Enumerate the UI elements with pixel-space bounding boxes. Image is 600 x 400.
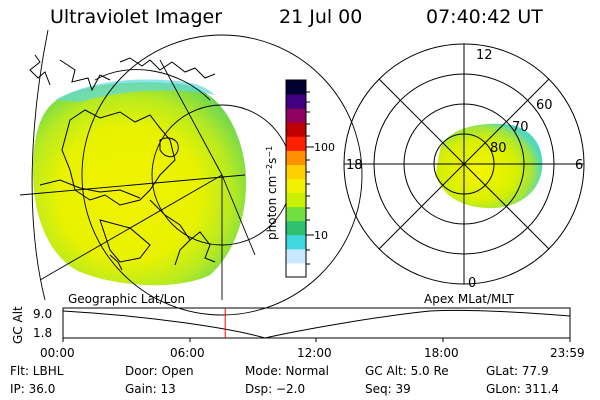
- apex-label: Apex MLat/MLT: [424, 292, 514, 306]
- left-aurora-disk: [32, 82, 247, 286]
- mlat-label-60: 60: [536, 98, 553, 113]
- colorbar-ticks: [306, 91, 314, 265]
- colorbar-cell: [286, 94, 306, 109]
- info-dsp: Dsp: −2.0: [245, 382, 306, 396]
- mlt-label-12: 12: [476, 48, 493, 63]
- mlat-label-70: 70: [512, 120, 529, 135]
- colorbar-cell: [286, 248, 306, 264]
- timeline-tick-1800: 18:00: [424, 346, 459, 360]
- geographic-image: [19, 29, 363, 316]
- coastlines-outside: [29, 54, 216, 271]
- mlt-label-6: 6: [575, 158, 583, 173]
- info-gain: Gain: 13: [125, 382, 176, 396]
- instrument-title: Ultraviolet Imager: [50, 6, 223, 28]
- colorbar-cell: [286, 234, 306, 250]
- colorbar: 100 10 photon cm−2s−1: [265, 79, 335, 278]
- info-glat: GLat: 77.9: [486, 364, 549, 378]
- time-label: 07:40:42 UT: [426, 6, 543, 28]
- colorbar-cell: [286, 164, 306, 179]
- altitude-curve: [62, 309, 571, 339]
- timeline-y-max: 9.0: [33, 307, 52, 321]
- timeline-y-label: GC Alt: [11, 306, 25, 344]
- colorbar-cell: [286, 206, 306, 222]
- info-seq: Seq: 39: [365, 382, 411, 396]
- timeline-tick-1200: 12:00: [297, 346, 332, 360]
- date-label: 21 Jul 00: [279, 6, 363, 28]
- mlt-label-18: 18: [346, 158, 363, 173]
- info-ip: IP: 36.0: [10, 382, 56, 396]
- colorbar-cell: [286, 192, 306, 208]
- mlt-label-0: 0: [468, 276, 476, 291]
- colorbar-cell: [286, 108, 306, 123]
- colorbar-cell: [286, 122, 306, 137]
- info-glon: GLon: 311.4: [486, 382, 559, 396]
- colorbar-cell: [286, 178, 306, 194]
- timeline-tick-2359: 23:59: [550, 346, 585, 360]
- timeline-ticks: [62, 338, 571, 342]
- altitude-timeline: GC Alt 9.0 1.8 00:00 06:00 12:00 18:00 2…: [11, 306, 585, 360]
- timeline-tick-0000: 00:00: [40, 346, 75, 360]
- colorbar-cell: [286, 220, 306, 236]
- info-mode: Mode: Normal: [245, 364, 329, 378]
- colorbar-tick-100: 100: [314, 141, 335, 154]
- colorbar-tick-10: 10: [314, 229, 328, 242]
- polar-plot: 12 0 18 6 60 70 80: [343, 43, 585, 291]
- timeline-tick-0600: 06:00: [170, 346, 205, 360]
- colorbar-cell: [286, 150, 306, 165]
- info-gc-alt: GC Alt: 5.0 Re: [365, 364, 449, 378]
- colorbar-cell: [286, 80, 306, 95]
- mlat-label-80: 80: [490, 141, 507, 156]
- colorbar-unit-label: photon cm−2s−1: [265, 146, 279, 240]
- colorbar-cell: [286, 262, 306, 278]
- info-filter: Flt: LBHL: [10, 364, 64, 378]
- polar-aurora-oval: [436, 123, 543, 209]
- geographic-label: Geographic Lat/Lon: [68, 292, 186, 306]
- info-door: Door: Open: [125, 364, 194, 378]
- polar-grid: [343, 43, 585, 285]
- timeline-y-min: 1.8: [33, 326, 52, 340]
- colorbar-cell: [286, 136, 306, 151]
